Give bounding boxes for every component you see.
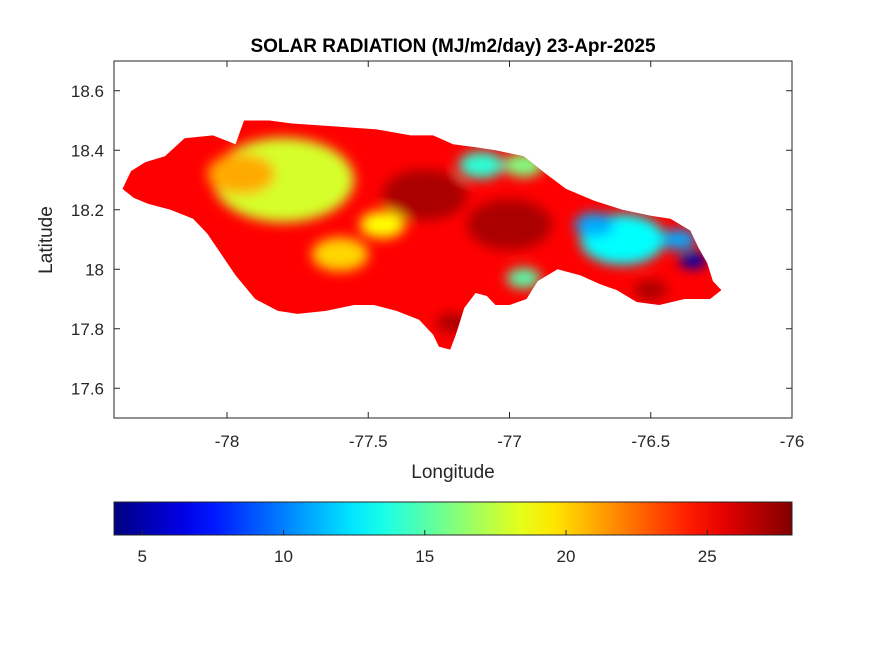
x-tick-label: -76 bbox=[780, 432, 805, 451]
x-tick-label: -76.5 bbox=[631, 432, 670, 451]
colorbar-tick-label: 10 bbox=[274, 547, 293, 566]
field-blobs bbox=[207, 137, 708, 333]
colorbar-tick-label: 20 bbox=[557, 547, 576, 566]
colorbar bbox=[113, 501, 793, 536]
colorbar-tick-label: 5 bbox=[138, 547, 147, 566]
y-tick-label: 17.8 bbox=[71, 320, 104, 339]
field-blob bbox=[311, 237, 369, 272]
field-blob bbox=[574, 212, 615, 237]
field-blob bbox=[506, 268, 541, 289]
colorbar-ticks: 5 10 15 20 25 bbox=[138, 530, 717, 566]
colorbar-tick-label: 25 bbox=[698, 547, 717, 566]
y-tick-label: 17.6 bbox=[71, 379, 104, 398]
field-blob bbox=[679, 251, 708, 269]
field-blob bbox=[633, 279, 668, 301]
y-tick-label: 18.6 bbox=[71, 82, 104, 101]
y-axis-label: Latitude bbox=[36, 206, 57, 274]
y-tick-label: 18.4 bbox=[71, 141, 104, 160]
field-blob bbox=[662, 229, 696, 250]
field-blob bbox=[382, 169, 468, 221]
x-tick-label: -77 bbox=[497, 432, 522, 451]
y-tick-label: 18 bbox=[85, 260, 104, 279]
y-tick-label: 18.2 bbox=[71, 201, 104, 220]
colorbar-tick-label: 15 bbox=[415, 547, 434, 566]
x-tick-label: -77.5 bbox=[349, 432, 388, 451]
x-axis-ticks: -78 -77.5 -77 -76.5 -76 bbox=[215, 61, 805, 451]
field-blob bbox=[207, 153, 276, 195]
x-tick-label: -78 bbox=[215, 432, 240, 451]
chart-title: SOLAR RADIATION (MJ/m2/day) 23-Apr-2025 bbox=[250, 36, 655, 57]
field-blob bbox=[458, 151, 504, 179]
field-blob bbox=[359, 211, 405, 239]
x-axis-label: Longitude bbox=[411, 462, 494, 483]
field-blob bbox=[467, 199, 552, 251]
y-axis-ticks: 17.6 17.8 18 18.2 18.4 18.6 bbox=[71, 82, 792, 398]
